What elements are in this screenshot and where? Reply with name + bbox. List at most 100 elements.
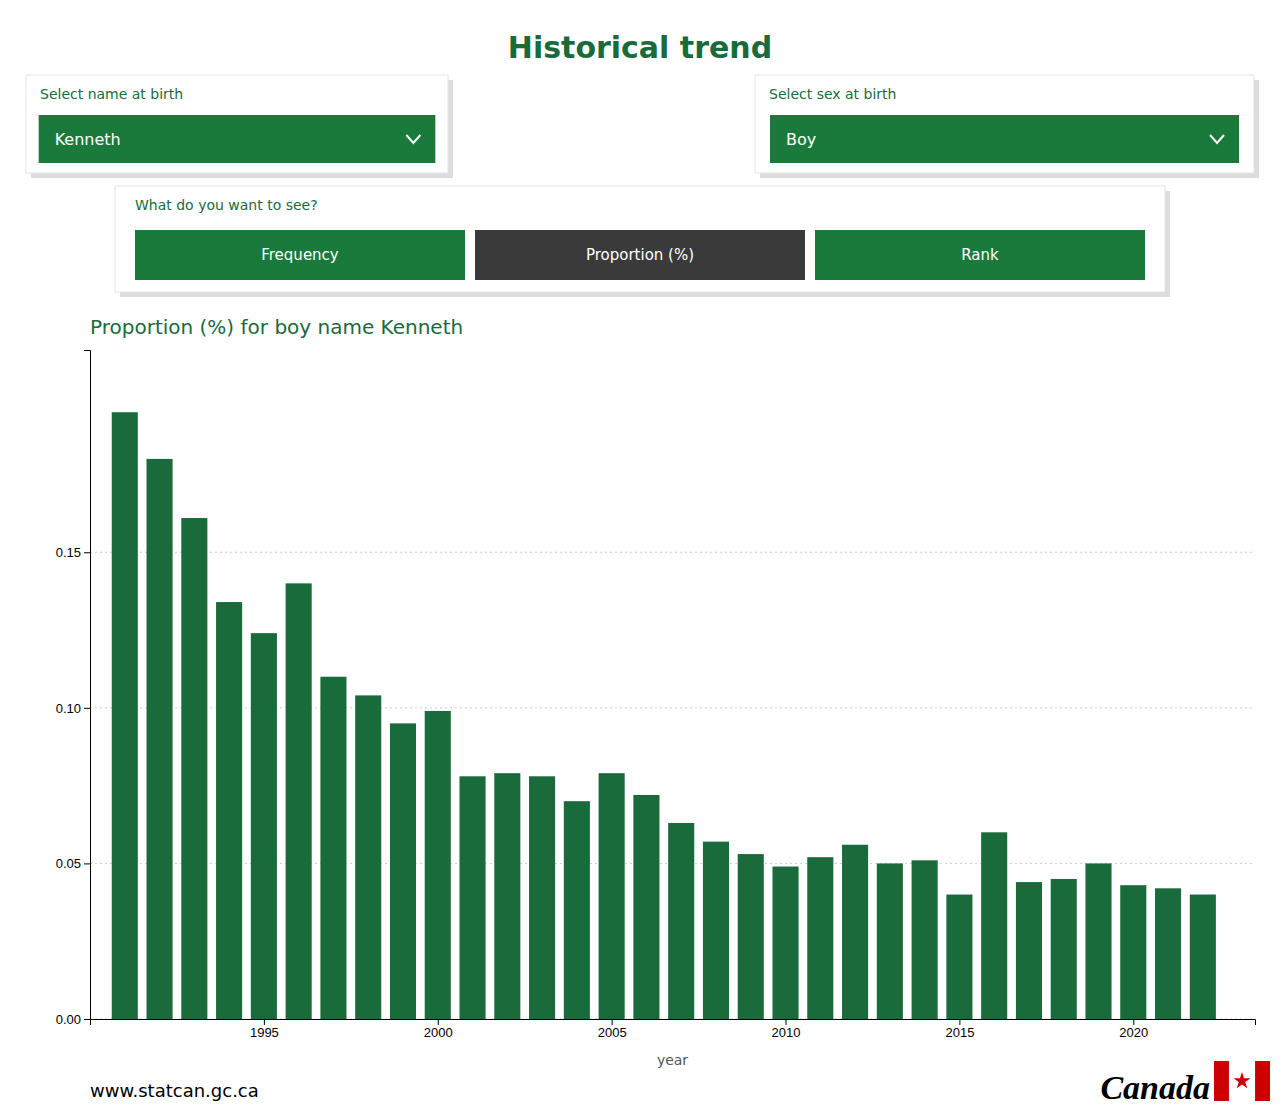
bar bbox=[668, 823, 694, 1019]
y-axis-line bbox=[84, 351, 91, 1020]
x-tick-mark bbox=[1133, 1019, 1134, 1025]
bar bbox=[181, 518, 207, 1019]
y-tick: 0.00 bbox=[56, 1012, 90, 1027]
bar bbox=[981, 832, 1007, 1019]
bar bbox=[633, 795, 659, 1019]
x-tick-label: 2010 bbox=[772, 1025, 801, 1040]
name-dropdown-box[interactable] bbox=[39, 115, 436, 163]
bar bbox=[425, 711, 451, 1019]
chart-title: Proportion (%) for boy name Kenneth bbox=[90, 315, 463, 339]
x-tick: 1995 bbox=[250, 1019, 279, 1040]
flag-leaf bbox=[1233, 1072, 1250, 1088]
x-axis-title: year bbox=[657, 1052, 688, 1068]
bar bbox=[1051, 879, 1077, 1019]
bar bbox=[1190, 895, 1216, 1019]
bar bbox=[807, 857, 833, 1019]
x-tick-mark bbox=[786, 1019, 787, 1025]
bar bbox=[355, 695, 381, 1019]
x-tick-label: 1995 bbox=[250, 1025, 279, 1040]
bar bbox=[320, 677, 346, 1019]
sex-dropdown-panel: Select sex at birth Boy bbox=[755, 75, 1259, 178]
y-tick-mark bbox=[84, 552, 90, 553]
view-label: What do you want to see? bbox=[135, 197, 318, 213]
bar bbox=[216, 602, 242, 1019]
bar bbox=[877, 863, 903, 1019]
x-axis-line bbox=[91, 1020, 1256, 1026]
name-dropdown[interactable]: Kenneth bbox=[39, 115, 436, 163]
bar bbox=[738, 854, 764, 1019]
view-button[interactable]: Rank bbox=[815, 230, 1145, 280]
bar bbox=[147, 459, 173, 1019]
y-tick-label: 0.05 bbox=[56, 856, 81, 871]
view-button-label[interactable]: Rank bbox=[961, 246, 999, 264]
x-tick-label: 2015 bbox=[945, 1025, 974, 1040]
x-tick: 2005 bbox=[598, 1019, 627, 1040]
x-tick-mark bbox=[612, 1019, 613, 1025]
flag bbox=[1214, 1061, 1270, 1101]
bar bbox=[112, 412, 138, 1019]
flag-left bbox=[1214, 1061, 1229, 1101]
panel-box bbox=[115, 186, 1165, 292]
view-button-box[interactable] bbox=[475, 230, 805, 280]
bar bbox=[251, 633, 277, 1019]
x-tick: 2020 bbox=[1119, 1019, 1148, 1040]
x-axis: 1995 2000 2005 2010 2015 2020 bbox=[91, 1019, 1256, 1040]
grid-line bbox=[90, 552, 1255, 553]
panel-box bbox=[26, 75, 448, 173]
bar bbox=[564, 801, 590, 1019]
x-tick-label: 2020 bbox=[1119, 1025, 1148, 1040]
view-button-box[interactable] bbox=[135, 230, 465, 280]
sex-dropdown-chevron bbox=[1210, 135, 1224, 143]
y-tick: 0.05 bbox=[56, 856, 90, 871]
bar bbox=[529, 776, 555, 1019]
name-dropdown-chevron bbox=[406, 135, 420, 143]
sex-dropdown[interactable]: Boy bbox=[770, 115, 1239, 163]
name-dropdown-value[interactable]: Kenneth bbox=[55, 130, 121, 149]
page-title: Historical trend bbox=[508, 30, 772, 65]
x-tick-label: 2000 bbox=[424, 1025, 453, 1040]
x-tick: 2000 bbox=[424, 1019, 453, 1040]
x-tick: 2010 bbox=[772, 1019, 801, 1040]
bar bbox=[599, 773, 625, 1019]
bar bbox=[772, 867, 798, 1019]
view-button-label[interactable]: Proportion (%) bbox=[586, 246, 694, 264]
dropdown-label: Select name at birth bbox=[40, 86, 183, 102]
bar bbox=[390, 723, 416, 1019]
bar bbox=[286, 583, 312, 1019]
flag-center bbox=[1214, 1061, 1270, 1101]
view-button-label[interactable]: Frequency bbox=[261, 246, 339, 264]
chart-page: Historical trend Select name at birth Kenn… bbox=[0, 0, 1280, 1119]
x-tick: 2015 bbox=[945, 1019, 974, 1040]
y-tick-mark bbox=[84, 1019, 90, 1020]
y-tick-label: 0.00 bbox=[56, 1012, 81, 1027]
view-button[interactable]: Frequency bbox=[135, 230, 465, 280]
view-button-box[interactable] bbox=[815, 230, 1145, 280]
bar bbox=[494, 773, 520, 1019]
sex-dropdown-box[interactable] bbox=[770, 115, 1239, 163]
x-tick-label: 2005 bbox=[598, 1025, 627, 1040]
y-tick: 0.15 bbox=[56, 545, 90, 560]
bar bbox=[1085, 863, 1111, 1019]
bars bbox=[112, 412, 1216, 1019]
plot-area: 0.00 0.05 0.10 0.15 1995 2000 2005 2010 2015 2020… bbox=[56, 351, 1256, 1069]
view-button[interactable]: Proportion (%) bbox=[475, 230, 805, 280]
flag-right bbox=[1255, 1061, 1270, 1101]
x-tick-mark bbox=[959, 1019, 960, 1025]
website: www.statcan.gc.ca bbox=[90, 1080, 259, 1101]
view-panel: What do you want to see? Frequency Proport… bbox=[115, 186, 1170, 297]
y-tick-label: 0.10 bbox=[56, 700, 81, 715]
panel-box bbox=[755, 75, 1254, 173]
wordmark: Canada bbox=[1100, 1069, 1210, 1106]
bar bbox=[1016, 882, 1042, 1019]
y-tick: 0.10 bbox=[56, 700, 90, 715]
x-tick-mark bbox=[264, 1019, 265, 1025]
bar bbox=[842, 845, 868, 1019]
sex-dropdown-value[interactable]: Boy bbox=[786, 130, 816, 149]
grid bbox=[90, 552, 1255, 1019]
bar bbox=[1155, 888, 1181, 1019]
bar bbox=[912, 860, 938, 1019]
bar bbox=[946, 895, 972, 1019]
dropdown-label: Select sex at birth bbox=[769, 86, 896, 102]
x-tick-mark bbox=[438, 1019, 439, 1025]
y-tick-mark bbox=[84, 708, 90, 709]
